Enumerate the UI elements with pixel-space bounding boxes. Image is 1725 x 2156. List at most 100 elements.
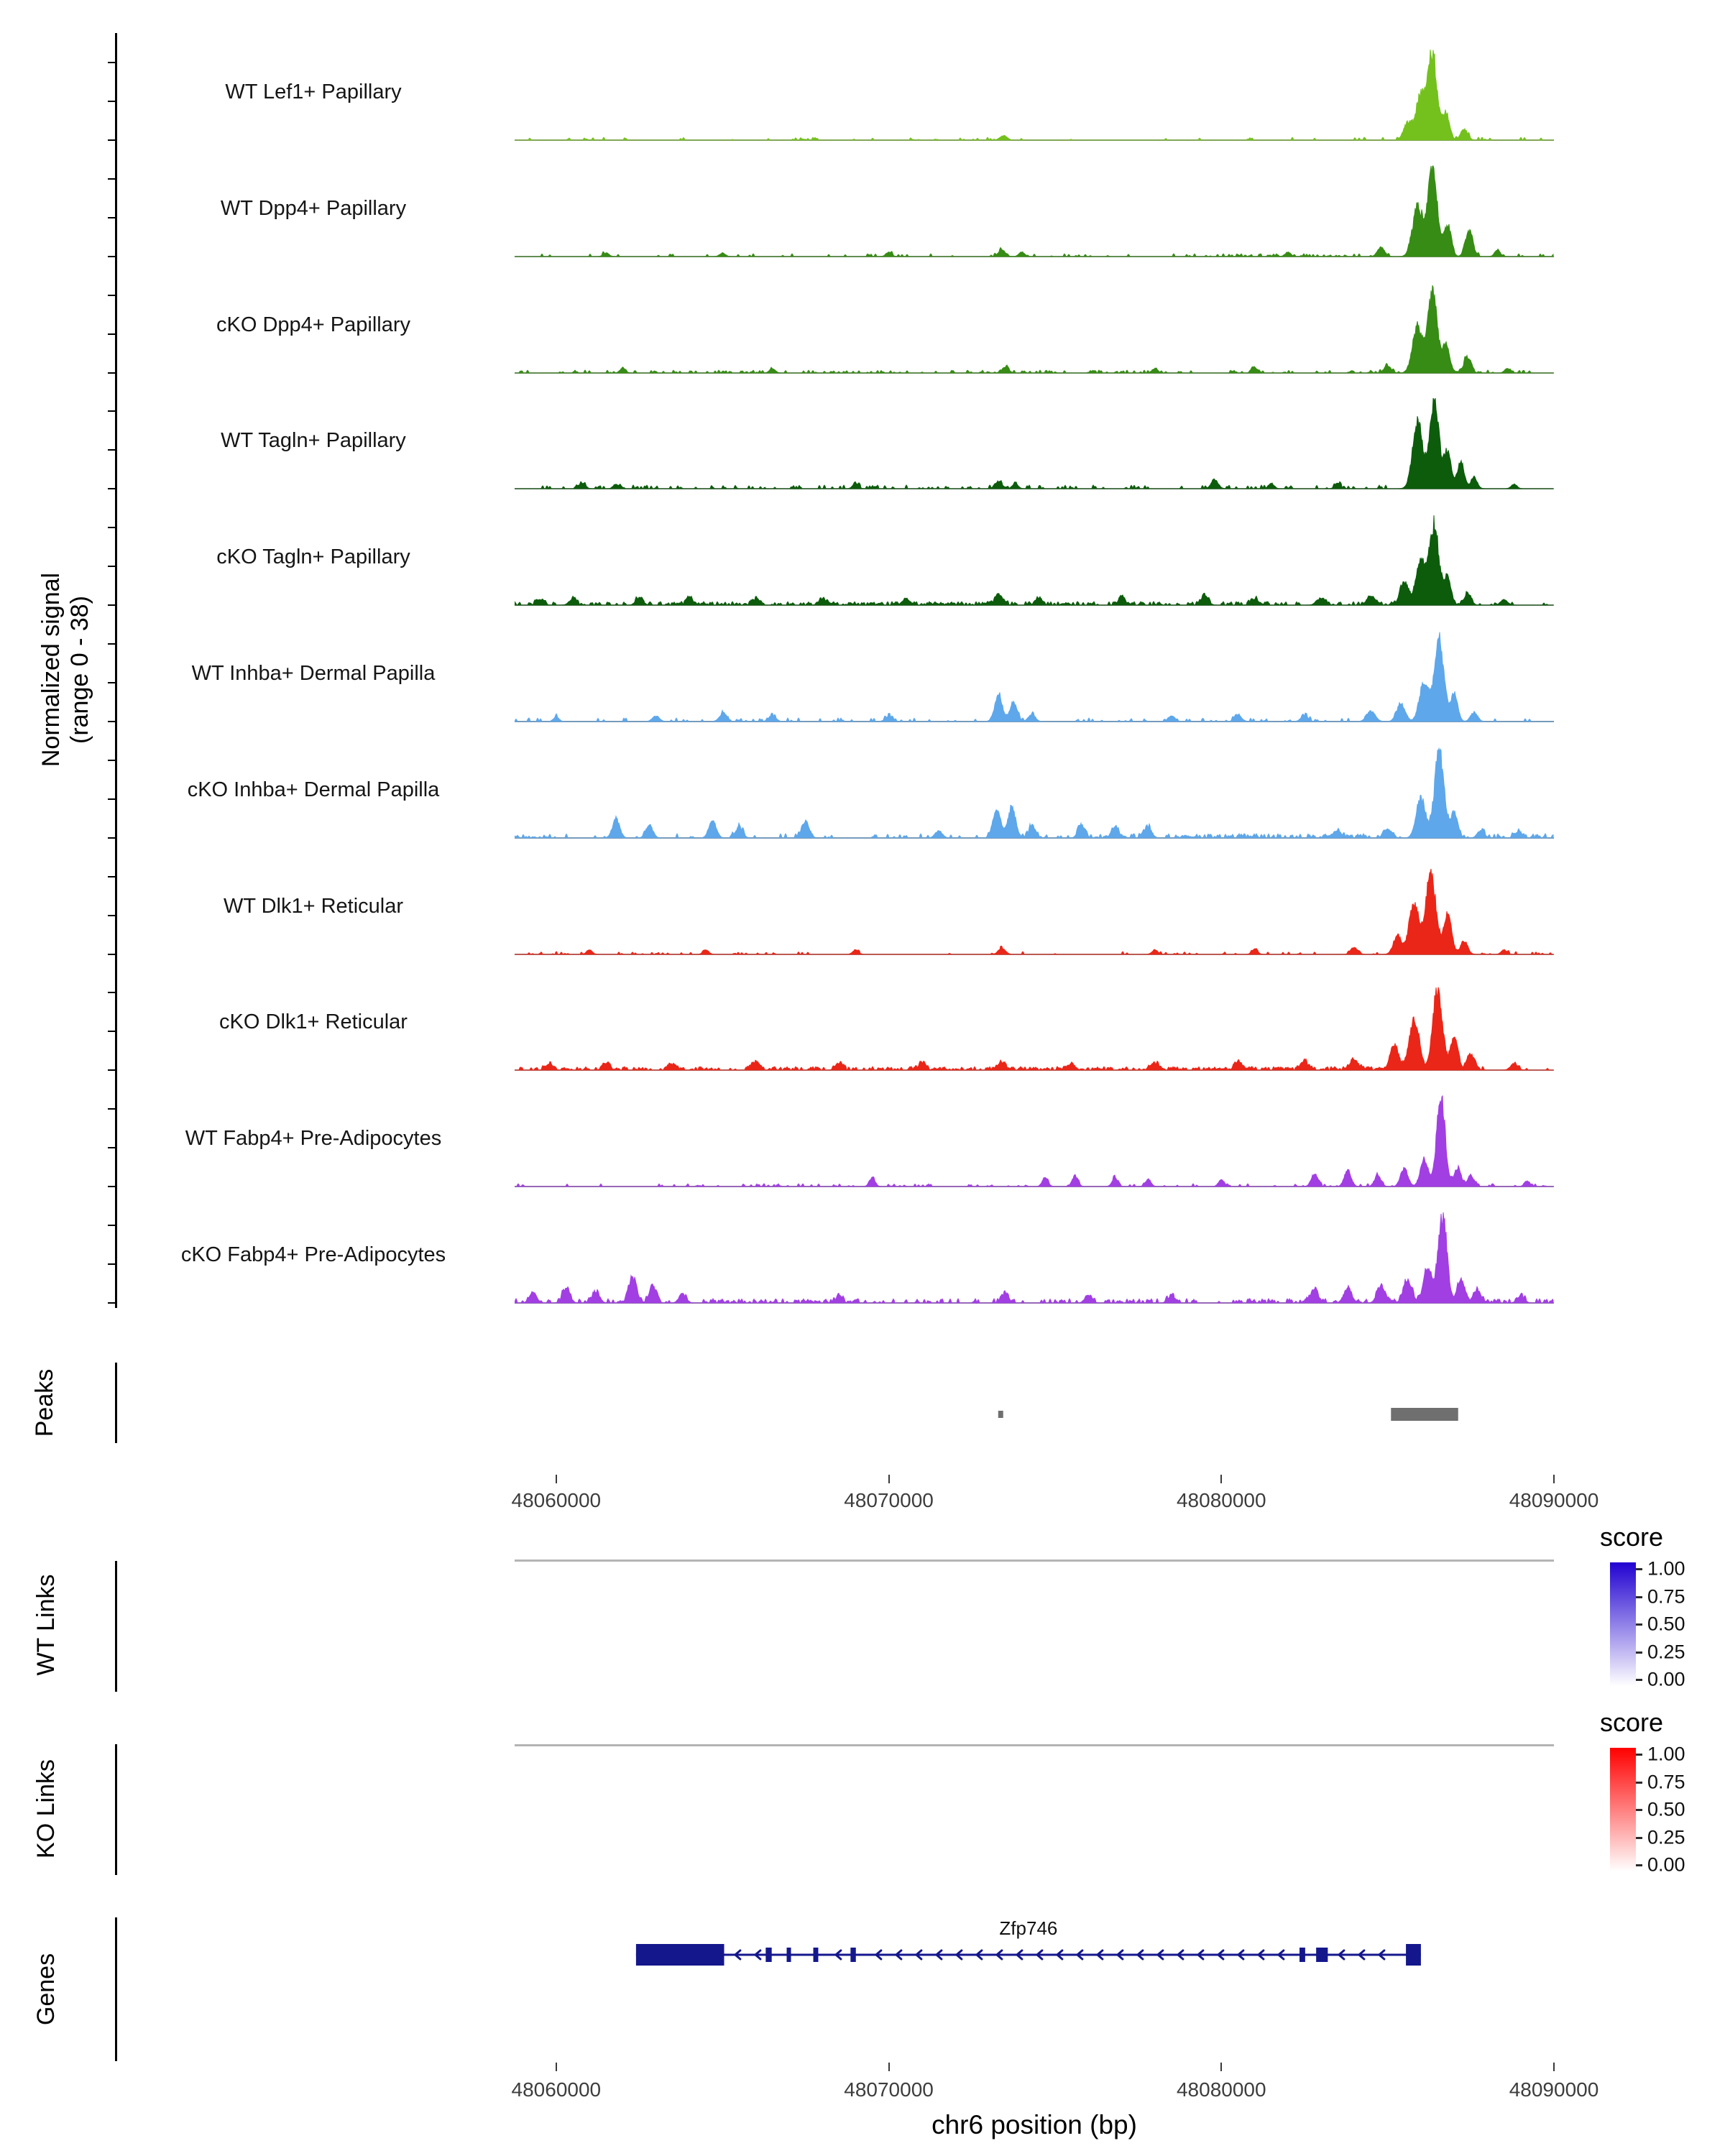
y-axis-tick — [108, 333, 115, 335]
wt-score-legend: score 1.00 0.75 0.50 0.25 0.00 — [1600, 1522, 1725, 1702]
x-tick — [888, 1475, 890, 1483]
legend-tick — [1636, 1836, 1642, 1839]
strand-arrow-icon — [1337, 1949, 1346, 1961]
gene-exon — [813, 1948, 819, 1962]
track-signal — [515, 987, 1554, 1072]
track-label: WT Inhba+ Dermal Papilla — [191, 662, 436, 685]
strand-arrow-icon — [834, 1949, 842, 1961]
gene-exon — [1300, 1948, 1305, 1962]
strand-arrow-icon — [934, 1949, 943, 1961]
legend-tick-label: 0.00 — [1647, 1668, 1685, 1690]
y-axis-tick — [108, 760, 115, 761]
y-axis-tick — [108, 410, 115, 412]
strand-arrow-icon — [1176, 1949, 1184, 1961]
track-signal — [515, 515, 1554, 607]
peaks-track — [998, 1408, 1458, 1421]
strand-arrow-icon — [914, 1949, 923, 1961]
gene-exon — [765, 1948, 772, 1962]
ko-score-gradient-bar — [1610, 1748, 1636, 1871]
ko-links-track — [1425, 1744, 1430, 1874]
strand-arrow-icon — [1216, 1949, 1225, 1961]
track-label: WT Dlk1+ Reticular — [223, 895, 404, 918]
y-axis-tick — [108, 1225, 115, 1226]
x-tick-label: 48090000 — [1509, 1489, 1599, 1511]
strand-arrow-icon — [733, 1949, 742, 1961]
peaks-axis-line — [115, 1363, 117, 1443]
coverage-signal-area — [515, 747, 1554, 839]
coverage-signal-area — [515, 632, 1553, 723]
y-axis-tick — [108, 992, 115, 993]
y-axis-tick — [108, 604, 115, 606]
wt-score-gradient-bar — [1610, 1562, 1636, 1686]
track-signal — [515, 1212, 1554, 1304]
ko-links-baseline — [515, 1744, 1554, 1746]
wt-links-track — [1425, 1560, 1430, 1692]
strand-arrow-icon — [753, 1949, 762, 1961]
track-label: WT Dpp4+ Papillary — [220, 197, 407, 220]
track-label: WT Lef1+ Papillary — [225, 80, 402, 103]
legend-tick-label: 0.50 — [1647, 1613, 1685, 1635]
legend-tick — [1636, 1864, 1642, 1866]
strand-arrow-icon — [995, 1949, 1003, 1961]
strand-arrow-icon — [1015, 1949, 1024, 1961]
track-label: cKO Dlk1+ Reticular — [219, 1010, 408, 1033]
coverage-signal-area — [515, 1212, 1554, 1304]
strand-arrow-icon — [975, 1949, 983, 1961]
y-axis-tick — [108, 837, 115, 839]
strand-arrow-icon — [1075, 1949, 1084, 1961]
x-tick-label: 48080000 — [1176, 2078, 1266, 2101]
x-tick — [1553, 1475, 1555, 1483]
legend-tick-label: 0.25 — [1647, 1826, 1685, 1848]
ko-links-axis-line — [115, 1744, 117, 1875]
legend-tick — [1636, 1651, 1642, 1654]
x-tick-label: 48060000 — [511, 2078, 602, 2101]
strand-arrow-icon — [1377, 1949, 1386, 1961]
legend-tick — [1636, 1679, 1642, 1681]
legend-tick-label: 0.75 — [1647, 1771, 1685, 1792]
y-axis-tick — [108, 256, 115, 257]
strand-arrow-icon — [1116, 1949, 1124, 1961]
y-axis-tick — [108, 139, 115, 141]
coverage-signal-area — [515, 987, 1553, 1072]
y-axis-tick — [108, 372, 115, 374]
legend-tick-label: 1.00 — [1647, 1743, 1685, 1765]
y-axis-tick — [108, 62, 115, 63]
x-tick-label: 48080000 — [1176, 1489, 1266, 1511]
y-axis-tick — [108, 217, 115, 218]
y-axis-tick — [108, 954, 115, 955]
strand-arrow-icon — [1236, 1949, 1245, 1961]
legend-tick — [1636, 1781, 1642, 1784]
x-tick — [888, 2063, 890, 2071]
track-label: cKO Fabp4+ Pre-Adipocytes — [180, 1243, 446, 1266]
peaks-panel-label: Peaks — [31, 1368, 58, 1437]
legend-tick-label: 0.00 — [1647, 1853, 1685, 1876]
y-axis-tick — [108, 1186, 115, 1187]
legend-tick-label: 0.25 — [1647, 1641, 1685, 1662]
strand-arrow-icon — [1256, 1949, 1265, 1961]
x-tick-label: 48060000 — [511, 1489, 602, 1511]
coverage-signal-area — [515, 1095, 1553, 1188]
legend-tick — [1636, 1595, 1642, 1598]
strand-arrow-icon — [874, 1949, 883, 1961]
y-axis-tick — [108, 1031, 115, 1032]
coverage-signal-area — [515, 285, 1553, 374]
strand-arrow-icon — [1156, 1949, 1164, 1961]
strand-arrow-icon — [1055, 1949, 1064, 1961]
y-axis-tick — [108, 721, 115, 722]
y-axis-tick — [108, 1147, 115, 1148]
track-signal — [515, 285, 1554, 374]
y-axis-tick — [108, 1263, 115, 1265]
y-axis-title-line2: (range 0 - 38) — [66, 596, 93, 744]
legend-tick — [1636, 1623, 1642, 1626]
strand-arrow-icon — [1095, 1949, 1104, 1961]
track-signal — [515, 632, 1554, 723]
x-tick — [1220, 1475, 1223, 1483]
ko-legend-title: score — [1600, 1708, 1664, 1737]
wt-legend-title: score — [1600, 1522, 1664, 1552]
track-signal — [515, 868, 1554, 956]
coverage-signal-area — [515, 49, 1553, 142]
y-axis-tick — [108, 1069, 115, 1071]
y-axis-tick — [108, 643, 115, 645]
x-tick — [555, 2063, 557, 2071]
peak-region — [1391, 1408, 1458, 1421]
